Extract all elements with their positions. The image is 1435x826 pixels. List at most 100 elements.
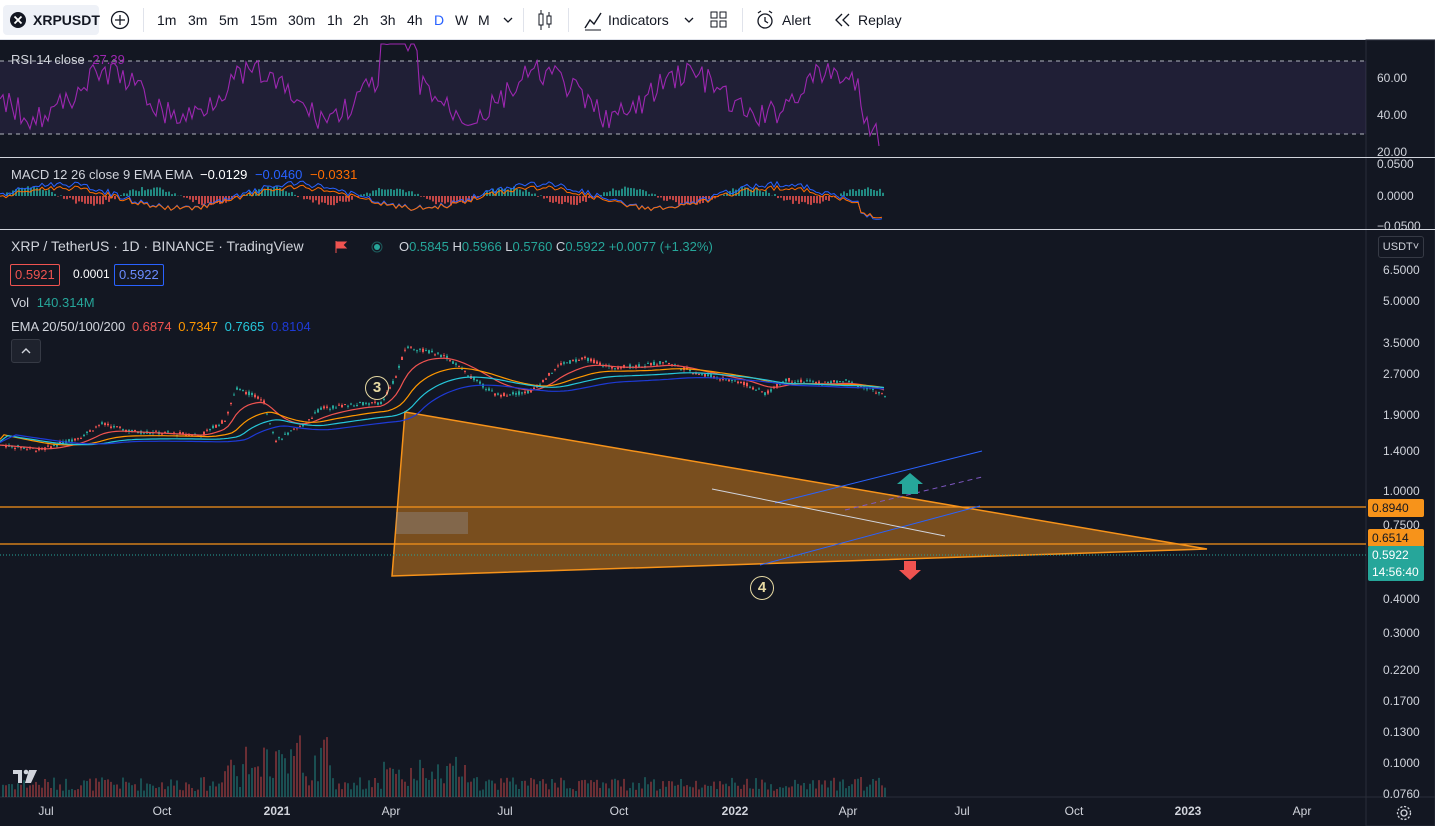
macd-histogram-bar (588, 196, 590, 199)
interval-3m[interactable]: 3m (188, 12, 208, 28)
candle-body (767, 390, 769, 394)
macd-histogram-bar (297, 196, 299, 198)
volume-bar (815, 788, 817, 797)
candle-body (509, 394, 511, 396)
candle-body (845, 379, 847, 381)
volume-bar (653, 779, 655, 797)
alarm-clock-icon (757, 10, 773, 29)
rsi-band (0, 61, 1366, 134)
interval-4h[interactable]: 4h (407, 12, 423, 28)
interval-w[interactable]: W (455, 12, 469, 28)
macd-histogram-bar (462, 196, 464, 203)
interval-2h[interactable]: 2h (353, 12, 369, 28)
volume-bar (176, 780, 178, 797)
candle-body (488, 388, 490, 391)
currency-selector[interactable]: USDT˅ (1378, 236, 1424, 258)
high-value: 0.5966 (461, 239, 502, 254)
interval-5m[interactable]: 5m (219, 12, 239, 28)
candle-body (503, 393, 505, 397)
interval-15m[interactable]: 15m (250, 12, 278, 28)
indicators-button[interactable]: Indicators (583, 0, 698, 40)
candle-body (491, 390, 493, 392)
macd-histogram-bar (774, 194, 776, 196)
pane-separator[interactable] (0, 157, 1435, 158)
volume-bar (581, 780, 583, 797)
replay-button[interactable]: Replay (833, 0, 905, 40)
macd-histogram-bar (153, 187, 155, 196)
close-label: C (555, 239, 566, 254)
candle-body (662, 362, 664, 364)
channel-lower-line (759, 505, 981, 566)
interval-30m[interactable]: 30m (288, 12, 316, 28)
volume-bar (599, 787, 601, 797)
candle-body (110, 426, 112, 428)
pane-separator[interactable] (0, 229, 1435, 230)
volume-bar (785, 786, 787, 797)
macd-histogram-bar (156, 187, 158, 196)
macd-histogram-bar (684, 196, 686, 204)
macd-histogram-bar (477, 196, 479, 198)
candle-body (830, 381, 832, 384)
volume-bar (29, 785, 31, 797)
indicators-icon (584, 12, 602, 31)
macd-histogram-bar (126, 193, 128, 196)
volume-bar (524, 780, 526, 797)
macd-histogram-bar (210, 196, 212, 206)
macd-histogram-bar (654, 194, 656, 196)
interval-1h[interactable]: 1h (327, 12, 343, 28)
candle-body (122, 429, 124, 431)
time-axis-label: 2021 (263, 804, 291, 818)
toolbar-divider (568, 8, 569, 32)
volume-bar (833, 777, 835, 797)
candle-body (74, 438, 76, 441)
volume-bar (770, 784, 772, 797)
candle-body (290, 430, 292, 432)
settings-gear-icon[interactable] (1395, 804, 1413, 822)
volume-bar (869, 784, 871, 797)
macd-histogram-bar (387, 189, 389, 196)
volume-bar (737, 785, 739, 797)
wave-3-label[interactable]: 3 (365, 376, 389, 400)
chevron-down-icon: ˅ (1412, 241, 1420, 253)
volume-bar (722, 784, 724, 797)
macd-histogram-bar (723, 194, 725, 196)
volume-bar (692, 787, 694, 797)
macd-scale-zero: 0.0000 (1377, 189, 1414, 203)
interval-1m[interactable]: 1m (157, 12, 177, 28)
tradingview-logo-icon[interactable] (10, 765, 42, 787)
candle-body (707, 374, 709, 377)
macd-histogram-bar (291, 191, 293, 196)
macd-histogram-bar (591, 196, 593, 199)
alert-button[interactable]: Alert (755, 0, 817, 40)
macd-histogram-bar (747, 187, 749, 196)
macd-histogram-bar (639, 189, 641, 196)
candle-body (689, 369, 691, 372)
interval-d[interactable]: D (434, 12, 445, 28)
ema-label: EMA 20/50/100/200 (11, 319, 126, 334)
top-toolbar: XRPUSDT 1m 3m 5m 15m 30m 1h 2h 3h 4h D W… (0, 0, 1435, 40)
wave-4-label[interactable]: 4 (750, 576, 774, 600)
volume-bar (593, 782, 595, 797)
buy-price-button[interactable]: 0.5922 (114, 264, 164, 286)
interval-m[interactable]: M (478, 12, 490, 28)
macd-histogram-bar (609, 191, 611, 196)
interval-3h[interactable]: 3h (380, 12, 396, 28)
interval-dropdown-button[interactable] (500, 0, 516, 40)
volume-bar (149, 784, 151, 797)
macd-histogram-bar (762, 191, 764, 196)
layout-button[interactable] (709, 0, 729, 40)
volume-bar (8, 784, 10, 797)
sell-price-button[interactable]: 0.5921 (10, 264, 60, 286)
macd-signal-line (0, 184, 883, 219)
candle-body (419, 348, 421, 350)
compare-add-button[interactable] (110, 0, 130, 40)
macd-histogram-bar (402, 189, 404, 196)
macd-histogram-bar (72, 196, 74, 200)
collapse-legend-button[interactable] (11, 339, 41, 363)
chart-type-button[interactable] (535, 0, 555, 40)
volume-bar (431, 771, 433, 797)
flag-icon[interactable] (334, 240, 348, 254)
volume-bar (368, 780, 370, 797)
symbol-search-button[interactable]: XRPUSDT (3, 5, 100, 35)
